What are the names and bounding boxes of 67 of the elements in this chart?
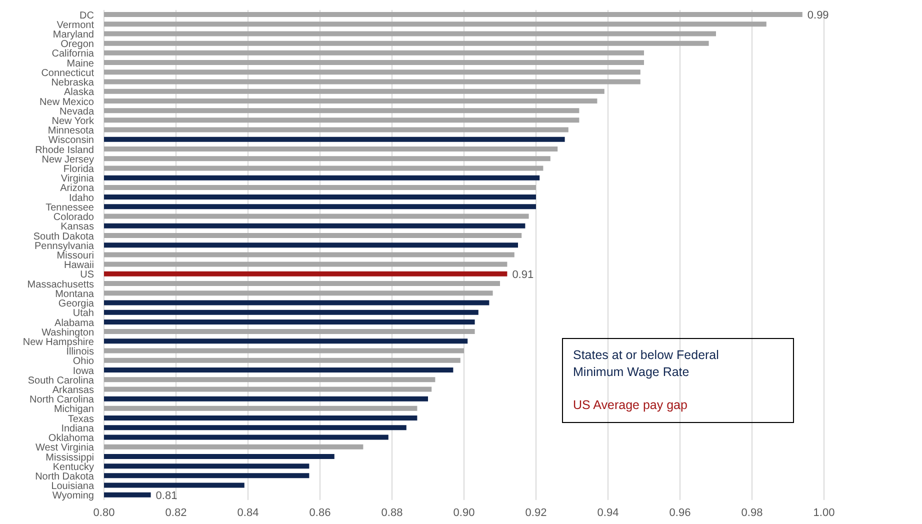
data-label: 0.81: [156, 490, 178, 502]
y-tick-label: Nevada: [60, 106, 94, 118]
x-tick-label: 0.92: [525, 506, 547, 519]
x-tick-label: 1.00: [813, 506, 835, 519]
y-tick-label: Washington: [42, 327, 94, 338]
y-tick-label: South Carolina: [28, 375, 94, 386]
y-tick-label: Rhode Island: [35, 144, 94, 156]
y-tick-label: Connecticut: [41, 68, 94, 79]
y-tick-label: Georgia: [58, 298, 94, 310]
y-tick-label: Tennessee: [46, 202, 94, 214]
y-tick-label: Arizona: [60, 183, 94, 194]
data-label: 0.99: [807, 9, 829, 22]
data-label: 0.91: [512, 268, 534, 281]
y-tick-label: Montana: [55, 288, 94, 300]
y-tick-label: Kentucky: [52, 462, 94, 473]
x-tick-label: 0.80: [93, 506, 115, 519]
y-tick-label: Utah: [72, 308, 94, 320]
y-tick-label: New York: [52, 116, 95, 127]
y-tick-label: Idaho: [68, 192, 94, 204]
y-tick-label: Colorado: [53, 212, 94, 224]
y-tick-label: Kansas: [60, 222, 94, 233]
x-tick-label: 0.82: [165, 506, 187, 519]
y-tick-label: DC: [80, 10, 94, 22]
y-tick-label: New Mexico: [40, 96, 94, 108]
x-tick-label: 0.88: [381, 506, 403, 519]
y-tick-label: Hawaii: [64, 260, 94, 272]
y-tick-label: US: [80, 270, 94, 281]
x-tick-label: 0.94: [597, 506, 619, 519]
y-tick-label: Iowa: [72, 366, 94, 377]
y-tick-label: Texas: [68, 414, 94, 425]
y-tick-label: Wyoming: [52, 490, 94, 502]
y-tick-label: West Virginia: [35, 442, 94, 454]
y-tick-label: California: [52, 48, 94, 60]
y-tick-label: Florida: [63, 164, 94, 176]
y-tick-label: New Jersey: [42, 154, 94, 166]
y-tick-label: Ohio: [72, 356, 94, 368]
x-tick-label: 0.86: [309, 506, 331, 519]
y-tick-label: Virginia: [60, 174, 94, 185]
y-tick-label: Massachusetts: [27, 279, 94, 290]
y-tick-label: Maine: [66, 58, 94, 70]
y-tick-label: North Carolina: [30, 394, 94, 406]
y-tick-label: Maryland: [52, 30, 94, 41]
x-tick-label: 0.96: [669, 506, 691, 519]
y-tick-label: North Dakota: [35, 471, 94, 482]
text: States at or below Federal Minimum Wage Rate: [573, 347, 720, 381]
y-tick-label: Oklahoma: [48, 433, 94, 444]
y-tick-label: Indiana: [61, 423, 94, 434]
y-tick-label: Pennsylvania: [34, 240, 94, 252]
y-tick-label: Alabama: [54, 318, 94, 329]
x-tick-label: 0.84: [237, 506, 259, 519]
y-tick-label: Illinois: [66, 346, 94, 358]
y-tick-label: Oregon: [60, 39, 94, 50]
text: US Average pay gap: [573, 397, 688, 414]
x-tick-label: 0.90: [453, 506, 475, 519]
y-tick-label: Vermont: [56, 20, 94, 31]
y-tick-label: Nebraska: [51, 78, 94, 89]
y-tick-label: Minnesota: [48, 126, 94, 137]
x-tick-label: 0.98: [741, 506, 763, 519]
y-tick-label: Wisconsin: [48, 135, 94, 146]
y-tick-label: Alaska: [64, 87, 94, 98]
y-tick-label: South Dakota: [33, 231, 94, 242]
y-tick-label: Michigan: [54, 404, 94, 416]
y-tick-label: Arkansas: [52, 385, 94, 396]
y-tick-label: Louisiana: [51, 481, 94, 492]
y-tick-label: Missouri: [56, 250, 94, 262]
y-tick-label: New Hampshire: [22, 336, 94, 348]
y-tick-label: Mississippi: [46, 452, 94, 464]
